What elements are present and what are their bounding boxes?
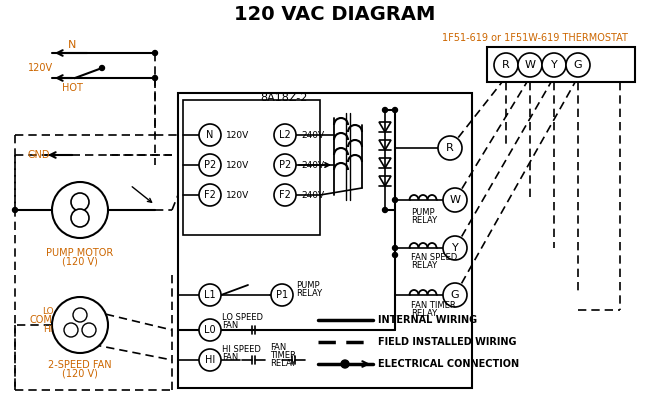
Text: G: G <box>574 60 582 70</box>
Circle shape <box>341 360 349 368</box>
Text: ELECTRICAL CONNECTION: ELECTRICAL CONNECTION <box>378 359 519 369</box>
Text: Y: Y <box>551 60 557 70</box>
Text: RELAY: RELAY <box>270 360 296 368</box>
Text: 120 VAC DIAGRAM: 120 VAC DIAGRAM <box>234 5 436 23</box>
Text: GND: GND <box>28 150 50 160</box>
Circle shape <box>383 207 387 212</box>
Bar <box>183 100 320 235</box>
Circle shape <box>73 308 87 322</box>
Text: FAN TIMER: FAN TIMER <box>411 300 456 310</box>
Circle shape <box>438 136 462 160</box>
Text: P1: P1 <box>276 290 288 300</box>
Text: 1F51-619 or 1F51W-619 THERMOSTAT: 1F51-619 or 1F51W-619 THERMOSTAT <box>442 33 628 43</box>
Circle shape <box>100 65 105 70</box>
Circle shape <box>52 297 108 353</box>
Text: LO: LO <box>42 307 54 316</box>
Circle shape <box>199 184 221 206</box>
Circle shape <box>393 246 397 251</box>
Circle shape <box>153 75 157 80</box>
Circle shape <box>518 53 542 77</box>
Circle shape <box>393 253 397 258</box>
Text: F2: F2 <box>204 190 216 200</box>
Text: N: N <box>206 130 214 140</box>
Text: F2: F2 <box>279 190 291 200</box>
Text: 120V: 120V <box>226 191 249 199</box>
Text: HI SPEED: HI SPEED <box>222 346 261 354</box>
Text: 2-SPEED FAN: 2-SPEED FAN <box>48 360 112 370</box>
Text: P2: P2 <box>204 160 216 170</box>
Text: 120V: 120V <box>226 130 249 140</box>
Circle shape <box>153 51 157 55</box>
Circle shape <box>52 182 108 238</box>
Text: FAN: FAN <box>222 321 239 331</box>
Text: (120 V): (120 V) <box>62 257 98 267</box>
Circle shape <box>494 53 518 77</box>
Text: RELAY: RELAY <box>411 215 437 225</box>
Text: (120 V): (120 V) <box>62 369 98 379</box>
Text: Y: Y <box>452 243 458 253</box>
Circle shape <box>199 319 221 341</box>
Circle shape <box>199 284 221 306</box>
Text: RELAY: RELAY <box>411 308 437 318</box>
Circle shape <box>71 193 89 211</box>
Text: 120V: 120V <box>226 160 249 170</box>
Text: R: R <box>446 143 454 153</box>
Bar <box>487 47 635 82</box>
Bar <box>178 93 472 388</box>
Text: HOT: HOT <box>62 83 82 93</box>
Text: L0: L0 <box>204 325 216 335</box>
Text: HI: HI <box>44 324 53 334</box>
Circle shape <box>542 53 566 77</box>
Text: 8A18Z-2: 8A18Z-2 <box>260 93 308 103</box>
Circle shape <box>271 284 293 306</box>
Text: 120V: 120V <box>28 63 53 73</box>
Text: R: R <box>502 60 510 70</box>
Text: HI: HI <box>205 355 215 365</box>
Circle shape <box>274 124 296 146</box>
Text: COM: COM <box>30 315 53 325</box>
Text: 240V: 240V <box>301 160 324 170</box>
Text: W: W <box>525 60 535 70</box>
Text: PUMP: PUMP <box>296 282 320 290</box>
Circle shape <box>393 108 397 112</box>
Circle shape <box>443 283 467 307</box>
Circle shape <box>199 349 221 371</box>
Circle shape <box>199 124 221 146</box>
Text: INTERNAL WIRING: INTERNAL WIRING <box>378 315 477 325</box>
Text: LO SPEED: LO SPEED <box>222 313 263 323</box>
Circle shape <box>393 197 397 202</box>
Text: P2: P2 <box>279 160 291 170</box>
Circle shape <box>274 184 296 206</box>
Circle shape <box>383 108 387 112</box>
Circle shape <box>274 154 296 176</box>
Circle shape <box>13 207 17 212</box>
Circle shape <box>443 236 467 260</box>
Text: RELAY: RELAY <box>296 290 322 298</box>
Text: L2: L2 <box>279 130 291 140</box>
Text: G: G <box>451 290 460 300</box>
Circle shape <box>64 323 78 337</box>
Circle shape <box>443 188 467 212</box>
Text: RELAY: RELAY <box>411 261 437 271</box>
Text: FAN: FAN <box>270 344 286 352</box>
Text: PUMP MOTOR: PUMP MOTOR <box>46 248 114 258</box>
Text: 240V: 240V <box>301 130 324 140</box>
Circle shape <box>199 154 221 176</box>
Circle shape <box>71 209 89 227</box>
Text: L1: L1 <box>204 290 216 300</box>
Text: PUMP: PUMP <box>411 207 435 217</box>
Text: FAN SPEED: FAN SPEED <box>411 253 457 262</box>
Text: W: W <box>450 195 460 205</box>
Text: FIELD INSTALLED WIRING: FIELD INSTALLED WIRING <box>378 337 517 347</box>
Circle shape <box>566 53 590 77</box>
Text: N: N <box>68 40 76 50</box>
Text: TIMER: TIMER <box>270 352 296 360</box>
Circle shape <box>82 323 96 337</box>
Text: FAN: FAN <box>222 354 239 362</box>
Text: 240V: 240V <box>301 191 324 199</box>
